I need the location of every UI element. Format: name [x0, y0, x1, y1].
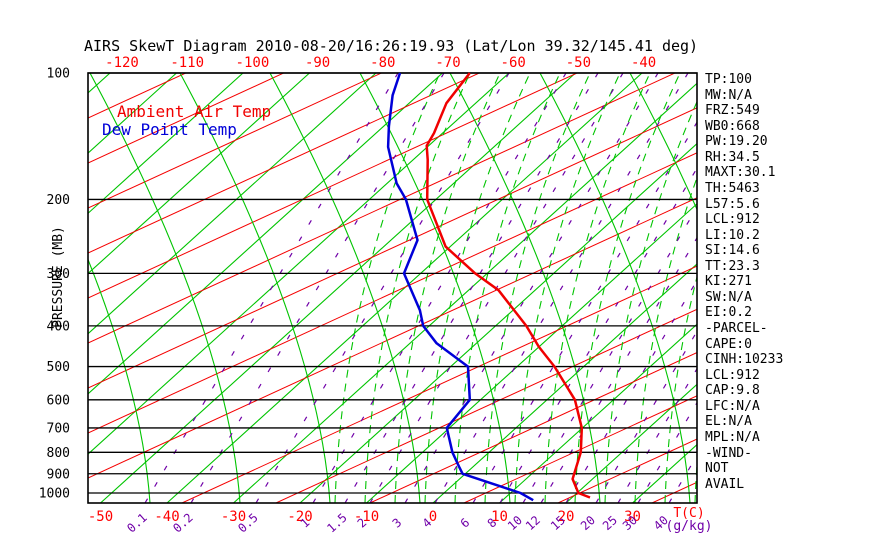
- mixing-ratio-tick-label: 3: [390, 515, 405, 530]
- stat-item: MAXT:30.1: [705, 165, 776, 181]
- stat-item: FRZ:549: [705, 103, 760, 119]
- bottom-axis-temp-label: -30: [221, 509, 246, 525]
- bottom-axis-temp-label: 0: [429, 509, 437, 525]
- stat-item: SW:N/A: [705, 289, 752, 305]
- legend-dew-point-temp: Dew Point Temp: [102, 120, 237, 139]
- stat-item: EI:0.2: [705, 305, 752, 321]
- pressure-tick-label: 600: [47, 393, 70, 408]
- stat-item: MPL:N/A: [705, 429, 760, 445]
- pressure-tick-label: 400: [47, 319, 70, 334]
- pressure-tick-label: 100: [47, 67, 70, 82]
- stat-item: TT:23.3: [705, 258, 760, 274]
- top-axis-temp-label: -100: [236, 55, 270, 71]
- mixing-ratio-tick-label: 0.1: [124, 511, 149, 536]
- bottom-axis-temp-label: 10: [491, 509, 508, 525]
- bottom-axis-temp-label: -40: [154, 509, 179, 525]
- bottom-axis-temp-label: -50: [88, 509, 113, 525]
- mixing-ratio-unit-label: (g/kg): [666, 519, 713, 534]
- stat-item: PW:19.20: [705, 134, 768, 150]
- stat-item: TH:5463: [705, 180, 760, 196]
- pressure-tick-label: 300: [47, 267, 70, 282]
- stat-item: LCL:912: [705, 212, 760, 228]
- top-axis-temp-label: -110: [170, 55, 204, 71]
- stat-item: -WIND-: [705, 445, 752, 461]
- top-axis-temp-label: -60: [501, 55, 526, 71]
- stat-item: RH:34.5: [705, 149, 760, 165]
- plot-frame: [87, 72, 698, 504]
- mixing-ratio-tick-label: 12: [523, 513, 543, 533]
- top-axis-temp-label: -70: [435, 55, 460, 71]
- stat-item: SI:14.6: [705, 243, 760, 259]
- stat-item: WB0:668: [705, 118, 760, 134]
- dew-point-temp-curve: [386, 72, 534, 502]
- page-title: AIRS SkewT Diagram 2010-08-20/16:26:19.9…: [84, 37, 699, 55]
- pressure-tick-label: 200: [47, 193, 70, 208]
- steep-green-lines: [88, 73, 697, 503]
- stat-item: CINH:10233: [705, 352, 784, 368]
- stat-item: CAP:9.8: [705, 383, 760, 399]
- mixing-ratio-tick-label: 20: [578, 513, 598, 533]
- pressure-tick-label: 900: [47, 467, 70, 482]
- top-axis-temp-label: -90: [305, 55, 330, 71]
- top-axis-temp-label: -50: [566, 55, 591, 71]
- stat-item: L57:5.6: [705, 196, 760, 212]
- stats-column: TP:100 MW:N/A FRZ:549 WB0:668 PW:19.20 RH:34.…: [705, 72, 783, 492]
- stat-item: MW:N/A: [705, 87, 752, 103]
- top-axis-temp-label: -80: [370, 55, 395, 71]
- bottom-axis-temp-label: -20: [287, 509, 312, 525]
- ambient-air-temp-curve: [425, 72, 591, 499]
- top-axis-temp-label: -120: [105, 55, 139, 71]
- isotherm-lines: [88, 73, 697, 503]
- top-axis-temp-label: -40: [631, 55, 656, 71]
- stat-item: CAPE:0: [705, 336, 752, 352]
- bottom-axis-temp-label: -10: [354, 509, 379, 525]
- stat-item: NOT: [705, 461, 729, 477]
- stat-item: -PARCEL-: [705, 321, 768, 336]
- stat-item: AVAIL: [705, 476, 745, 492]
- stat-item: EL:N/A: [705, 414, 752, 430]
- legend-ambient-air-temp: Ambient Air Temp: [117, 102, 272, 121]
- mixing-ratio-tick-label: 6: [458, 515, 473, 530]
- temp-unit-label: T(C): [673, 506, 704, 521]
- stat-item: KI:271: [705, 274, 752, 290]
- bottom-axis-temp-label: 30: [624, 509, 641, 525]
- mixing-ratio-tick-label: 1.5: [324, 511, 349, 536]
- pressure-tick-label: 800: [47, 446, 70, 461]
- pressure-axis-label: PRESSURE (MB): [51, 226, 66, 328]
- stat-item: LFC:N/A: [705, 398, 760, 414]
- stat-item: LI:10.2: [705, 227, 760, 243]
- moist-adiabat-lines: [334, 73, 697, 503]
- pressure-tick-label: 500: [47, 360, 70, 375]
- pressure-tick-label: 1000: [39, 487, 70, 502]
- stat-item: LCL:912: [705, 367, 760, 383]
- pressure-tick-label: 700: [47, 421, 70, 436]
- stat-item: TP:100: [705, 72, 752, 87]
- bottom-axis-temp-label: 20: [558, 509, 575, 525]
- mixing-ratio-tick-label: 25: [600, 513, 620, 533]
